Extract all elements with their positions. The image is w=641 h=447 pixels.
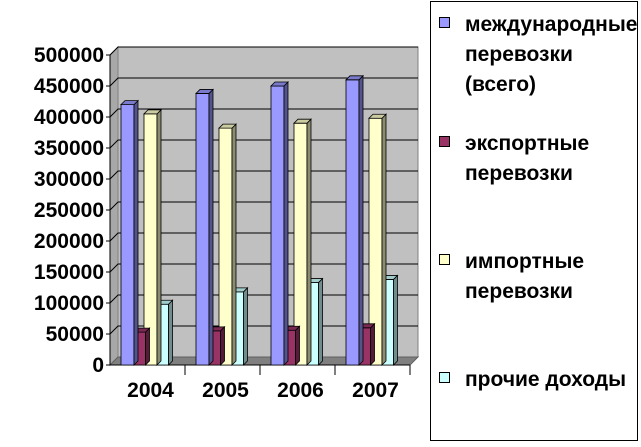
legend-label-export: экспортные перевозки	[465, 132, 590, 185]
y-tick-label: 250000	[34, 199, 104, 222]
bar-international-2004	[120, 99, 139, 366]
x-tick-label-2004: 2004	[127, 379, 174, 402]
y-tick-label: 150000	[34, 261, 104, 284]
bar-international-2007	[345, 74, 364, 366]
bar-international-2005	[195, 88, 214, 366]
bar-import-2004	[143, 108, 162, 366]
legend-label-international: международные перевозки (всего)	[465, 13, 638, 96]
gridline	[109, 108, 418, 118]
legend-label-other: прочие доходы	[465, 368, 627, 391]
bar-international-2006	[270, 81, 289, 366]
x-tick-label-2007: 2007	[352, 379, 399, 402]
gridline	[109, 77, 418, 87]
gridline	[109, 139, 418, 149]
x-tick-label-2005: 2005	[202, 379, 249, 402]
legend-swatch-export	[439, 136, 450, 147]
legend-swatch-international	[439, 17, 450, 28]
gridline	[109, 232, 418, 242]
legend-swatch-other	[439, 372, 450, 383]
y-tick-label: 300000	[34, 168, 104, 191]
legend: международные перевозки (всего) экспортн…	[430, 1, 638, 441]
gridline	[109, 170, 418, 180]
y-tick-label: 100000	[34, 292, 104, 315]
gridline	[109, 201, 418, 211]
y-tick-label: 200000	[34, 230, 104, 253]
y-tick-label: 400000	[34, 106, 104, 129]
bar-import-2006	[293, 118, 312, 366]
y-tick-label: 0	[92, 354, 104, 377]
y-tick-label: 450000	[34, 75, 104, 98]
y-tick-label: 500000	[34, 44, 104, 67]
gridline	[109, 263, 418, 273]
y-tick-label: 350000	[34, 137, 104, 160]
bar-import-2007	[368, 113, 387, 366]
y-tick-label: 50000	[46, 323, 104, 346]
chart-area: 0 50000 100000 150000 200000 250000 300000 3500…	[34, 44, 420, 402]
gridline	[109, 46, 418, 56]
legend-swatch-import	[439, 254, 450, 265]
legend-label-import: импортные перевозки	[465, 250, 585, 303]
bar-import-2005	[218, 123, 237, 366]
x-tick-label-2006: 2006	[277, 379, 324, 402]
